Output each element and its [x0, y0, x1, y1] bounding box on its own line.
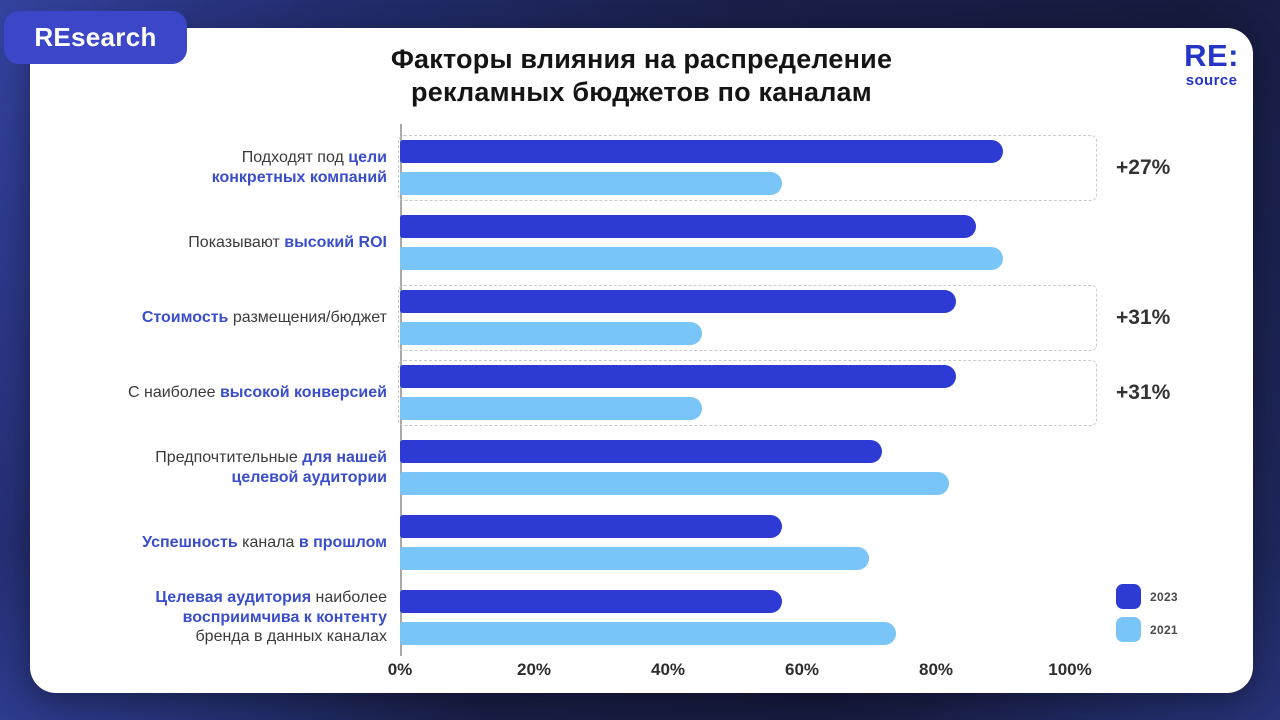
chart-row: Успешность канала в прошлом — [30, 505, 1253, 580]
category-label: Стоимость размещения/бюджет — [30, 308, 400, 328]
diff-highlight-box — [398, 134, 1097, 201]
x-tick: 80% — [918, 660, 954, 679]
label-text: размещения/бюджет — [228, 308, 387, 326]
x-tick: 0% — [387, 660, 413, 679]
chart-row: С наиболее высокой конверсией +31% — [30, 355, 1253, 430]
label-highlight: Целевая аудитория — [155, 588, 312, 606]
bar-2021 — [400, 397, 702, 420]
chart-row: Стоимость размещения/бюджет +31% — [30, 280, 1253, 355]
category-label: Целевая аудитория наиболее восприимчива к… — [30, 588, 400, 647]
label-text: наиболее — [311, 588, 387, 606]
bar-2021 — [400, 172, 782, 195]
category-label: Предпочтительные для нашей целевой аудито… — [30, 448, 400, 488]
legend-item-2021: 2021 — [1116, 617, 1178, 642]
y-axis-line — [400, 124, 402, 656]
chart-row: Предпочтительные для нашей целевой аудито… — [30, 430, 1253, 505]
x-tick: 40% — [650, 660, 686, 679]
category-label: Успешность канала в прошлом — [30, 533, 400, 553]
label-highlight: в прошлом — [298, 533, 387, 551]
bar-group — [400, 430, 1070, 505]
label-highlight: целевой аудитории — [231, 468, 388, 486]
label-text: С наиболее — [128, 383, 220, 401]
legend-swatch-2023 — [1116, 584, 1141, 609]
category-label: Показывают высокий ROI — [30, 233, 400, 253]
diff-label: +31% — [1116, 305, 1171, 329]
bar-2021 — [400, 322, 702, 345]
resource-logo-top: RE: — [1184, 38, 1239, 73]
bar-group: +31% — [398, 280, 1170, 355]
label-highlight: восприимчива к контенту — [182, 608, 387, 626]
legend-item-2023: 2023 — [1116, 584, 1178, 609]
category-label: Подходят под цели конкретных компаний — [30, 148, 400, 188]
label-text: Предпочтительные — [155, 448, 303, 466]
label-highlight: цели — [348, 148, 387, 166]
bar-2023 — [400, 365, 957, 388]
diff-highlight-box — [398, 359, 1097, 426]
bar-2023 — [400, 440, 883, 463]
label-text: канала — [237, 533, 299, 551]
diff-label: +31% — [1116, 380, 1171, 404]
page-title: Факторы влияния на распределение рекламн… — [30, 43, 1253, 109]
bar-group: +31% — [398, 355, 1170, 430]
bar-2023 — [400, 290, 957, 313]
page-title-line1: Факторы влияния на распределение — [390, 44, 893, 74]
category-label: С наиболее высокой конверсией — [30, 383, 400, 403]
bar-2021 — [400, 547, 869, 570]
x-axis-ticks: 0% 20% 40% 60% 80% 100% — [388, 660, 1092, 684]
page-title-line2: рекламных бюджетов по каналам — [411, 76, 872, 107]
bar-group — [400, 505, 1070, 580]
legend-label-2021: 2021 — [1150, 622, 1178, 637]
label-highlight: Стоимость — [141, 308, 229, 326]
legend-label-2023: 2023 — [1150, 589, 1178, 604]
bar-2023 — [400, 140, 1003, 163]
slide-card: Факторы влияния на распределение рекламн… — [30, 28, 1253, 693]
label-highlight: для нашей — [302, 448, 387, 466]
x-tick: 20% — [516, 660, 552, 679]
x-tick: 60% — [784, 660, 820, 679]
label-text: бренда в данных каналах — [195, 628, 388, 646]
bar-2023 — [400, 590, 782, 613]
bar-group: +27% — [398, 130, 1170, 205]
label-highlight: высокий ROI — [284, 233, 387, 251]
chart-row: Подходят под цели конкретных компаний +27% — [30, 130, 1253, 205]
bar-2021 — [400, 472, 950, 495]
research-badge: REsearch — [4, 11, 187, 64]
bar-chart: Подходят под цели конкретных компаний +27%… — [30, 130, 1253, 655]
resource-logo-bottom: source — [1185, 72, 1238, 89]
x-tick: 100% — [1048, 660, 1092, 679]
label-highlight: Успешность — [142, 533, 238, 551]
chart-row: Показывают высокий ROI — [30, 205, 1253, 280]
legend-swatch-2021 — [1116, 617, 1141, 642]
diff-label: +27% — [1116, 155, 1171, 179]
diff-highlight-box — [398, 284, 1097, 351]
resource-logo: RE: source — [1184, 40, 1239, 89]
legend: 2023 2021 — [1116, 584, 1178, 650]
bar-group — [400, 205, 1070, 280]
bar-2023 — [400, 515, 782, 538]
label-text: Подходят под — [241, 148, 349, 166]
bar-2021 — [400, 622, 896, 645]
bar-2021 — [400, 247, 1003, 270]
bar-2023 — [400, 215, 977, 238]
bar-group — [400, 580, 1070, 655]
label-highlight: высокой конверсией — [219, 383, 387, 401]
chart-row: Целевая аудитория наиболее восприимчива к… — [30, 580, 1253, 655]
label-highlight: конкретных компаний — [211, 168, 387, 186]
label-text: Показывают — [188, 233, 285, 251]
research-badge-label: REsearch — [34, 22, 157, 52]
chart-rows: Подходят под цели конкретных компаний +27%… — [30, 130, 1253, 655]
